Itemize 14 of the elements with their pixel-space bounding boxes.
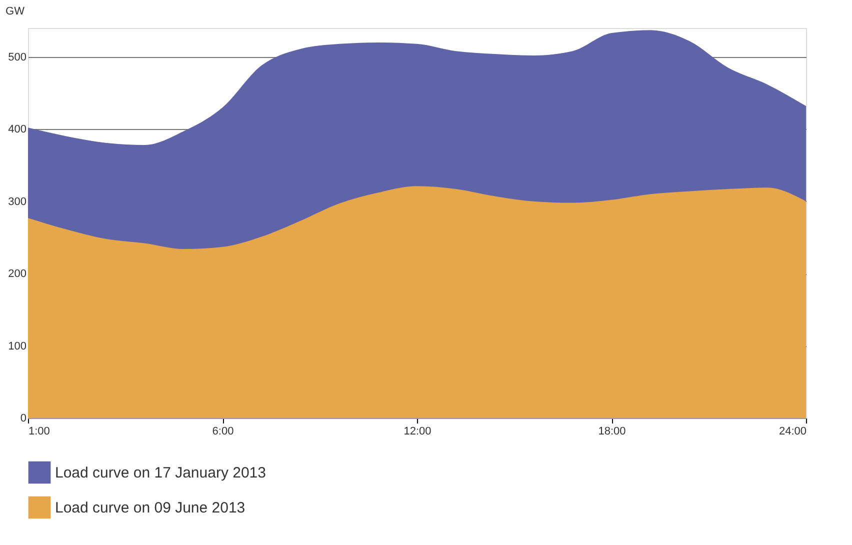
y-tick-label: 500 [8,51,26,64]
x-tick-label: 24:00 [778,426,806,438]
legend-label: Load curve on 17 January 2013 [55,464,266,482]
x-tick-label: 6:00 [212,426,234,438]
x-tick-label: 18:00 [598,426,626,438]
y-tick-label: 300 [8,196,26,208]
x-tick-label: 1:00 [28,426,50,438]
y-tick-label: 400 [8,124,26,136]
y-axis-title: GW [6,6,26,18]
y-tick-label: 0 [20,412,26,424]
legend-label: Load curve on 09 June 2013 [55,500,246,516]
y-tick-label: 100 [8,340,26,352]
x-tick-label: 12:00 [404,426,432,438]
y-tick-label: 200 [8,268,26,280]
